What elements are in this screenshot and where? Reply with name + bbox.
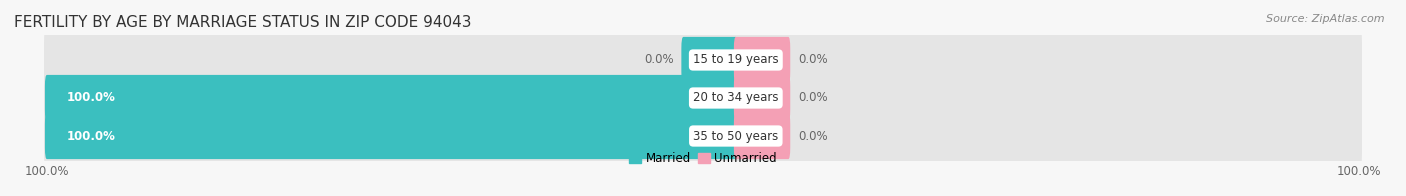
Text: FERTILITY BY AGE BY MARRIAGE STATUS IN ZIP CODE 94043: FERTILITY BY AGE BY MARRIAGE STATUS IN Z…: [14, 15, 471, 30]
Text: 0.0%: 0.0%: [644, 54, 673, 66]
Text: Source: ZipAtlas.com: Source: ZipAtlas.com: [1267, 14, 1385, 24]
Text: 0.0%: 0.0%: [799, 92, 828, 104]
FancyBboxPatch shape: [734, 37, 790, 83]
FancyBboxPatch shape: [45, 113, 738, 159]
Text: 100.0%: 100.0%: [66, 130, 115, 142]
Text: 20 to 34 years: 20 to 34 years: [693, 92, 779, 104]
Text: 0.0%: 0.0%: [799, 130, 828, 142]
FancyBboxPatch shape: [44, 64, 1362, 132]
FancyBboxPatch shape: [734, 75, 790, 121]
FancyBboxPatch shape: [734, 113, 790, 159]
Legend: Married, Unmarried: Married, Unmarried: [624, 147, 782, 170]
Text: 15 to 19 years: 15 to 19 years: [693, 54, 779, 66]
FancyBboxPatch shape: [44, 103, 1362, 170]
Text: 100.0%: 100.0%: [66, 92, 115, 104]
Text: 0.0%: 0.0%: [799, 54, 828, 66]
FancyBboxPatch shape: [682, 37, 738, 83]
FancyBboxPatch shape: [45, 75, 738, 121]
Text: 35 to 50 years: 35 to 50 years: [693, 130, 779, 142]
FancyBboxPatch shape: [44, 26, 1362, 93]
